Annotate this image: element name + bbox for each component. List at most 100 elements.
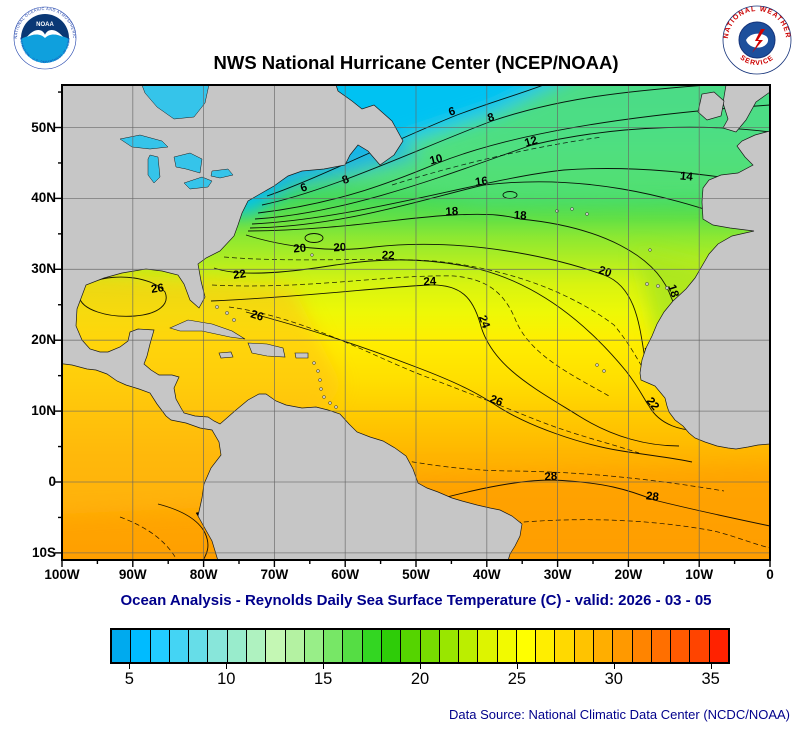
landmass-north-south-america — [62, 85, 523, 560]
lon-label: 80W — [189, 567, 218, 582]
colorbar-segment — [439, 630, 460, 662]
map-caption: Ocean Analysis - Reynolds Daily Sea Surf… — [120, 592, 712, 609]
colorbar-segment — [304, 630, 325, 662]
lon-label: 30W — [543, 567, 572, 582]
colorbar-segment — [131, 630, 151, 662]
colorbar-segment — [401, 630, 421, 662]
colorbar-segment — [632, 630, 652, 662]
colorbar-tick-label: 20 — [410, 670, 430, 688]
noaa-logo-sea — [21, 33, 69, 63]
colorbar — [110, 628, 730, 664]
colorbar-segment — [594, 630, 614, 662]
lat-label: 40N — [31, 190, 56, 206]
contour-label: 24 — [423, 276, 437, 289]
colorbar-tickmark — [323, 664, 325, 669]
colorbar-segment — [381, 630, 402, 662]
colorbar-segment — [208, 630, 228, 662]
colorbar-segment — [574, 630, 595, 662]
colorbar-tick-label: 25 — [507, 670, 527, 688]
contour-label: 16 — [474, 175, 488, 189]
contour-label: 22 — [232, 268, 246, 282]
great-lakes — [119, 85, 234, 190]
colorbar-segment — [150, 630, 170, 662]
lon-label: 70W — [260, 567, 289, 582]
colorbar-segment — [362, 630, 382, 662]
sst-map: 6812108616141818202022201822242626242022… — [55, 84, 771, 567]
landmass-britain — [722, 85, 770, 133]
contour-label: 22 — [381, 250, 394, 263]
contour-label: 6 — [447, 105, 457, 118]
contour-label: 28 — [544, 471, 558, 484]
colorbar-tick-label: 15 — [313, 670, 333, 688]
island-puerto-rico — [294, 352, 309, 359]
landmasses — [62, 85, 770, 560]
colorbar-segment — [536, 630, 556, 662]
colorbar-segment — [324, 630, 344, 662]
contour-label: 20 — [333, 242, 346, 255]
colorbar-segment — [112, 630, 132, 662]
colorbar-segment — [478, 630, 498, 662]
colorbar-segment — [420, 630, 440, 662]
data-source-text: Data Source: National Climatic Data Cent… — [449, 707, 790, 722]
colorbar-tickmark — [226, 664, 228, 669]
colorbar-tickmark — [420, 664, 421, 669]
island-hispaniola — [247, 342, 286, 358]
contour-label: 18 — [665, 283, 681, 299]
contour-label: 12 — [523, 135, 539, 150]
colorbar-segment — [671, 630, 691, 662]
lat-label: 10S — [31, 544, 56, 560]
page-title: NWS National Hurricane Center (NCEP/NOAA… — [213, 52, 619, 73]
map-frame — [61, 84, 771, 561]
contour-label: 10 — [428, 153, 443, 168]
contour-label: 26 — [150, 282, 164, 296]
contour-label: 20 — [293, 242, 307, 255]
colorbar-tick-label: 35 — [701, 670, 720, 688]
nws-lightning-icon — [752, 29, 765, 53]
nws-logo: NATIONAL WEATHER SERVICE — [722, 5, 792, 75]
lon-label: 60W — [331, 567, 360, 582]
contour-label: 8 — [341, 173, 352, 187]
colorbar-tick-label: 5 — [124, 670, 134, 688]
lon-label: 100W — [44, 567, 80, 582]
noaa-bird-icon — [27, 30, 63, 38]
lon-label: 20W — [614, 567, 643, 582]
colorbar-tick-label: 30 — [604, 670, 623, 688]
lat-label: 10N — [31, 403, 56, 419]
colorbar-segment — [459, 630, 479, 662]
lat-label: 20N — [31, 332, 56, 348]
colorbar-tickmark — [129, 664, 131, 669]
landmass-europe-africa — [639, 130, 770, 450]
colorbar-segment — [516, 630, 537, 662]
lon-label: 50W — [402, 567, 430, 582]
colorbar-segment — [246, 630, 267, 662]
contour-label: 6 — [299, 181, 309, 194]
hudson-bay — [141, 85, 210, 120]
lon-label: 0 — [766, 567, 774, 582]
colorbar-segment — [343, 630, 363, 662]
lon-label: 10W — [685, 567, 714, 582]
lat-label: 50N — [31, 119, 56, 135]
contour-label: 18 — [445, 206, 459, 219]
noaa-wordmark: NOAA — [36, 22, 54, 28]
colorbar-segment — [555, 630, 575, 662]
noaa-logo: NATIONAL OCEANIC AND ATMOSPHERIC ADMINIS… — [13, 6, 77, 70]
contour-label: 14 — [679, 170, 694, 183]
contour-label: 24 — [476, 314, 492, 331]
colorbar-tick-label: 10 — [217, 670, 236, 688]
colorbar-segment — [189, 630, 209, 662]
colorbar-tickmark — [516, 664, 518, 669]
contour-label: 26 — [488, 393, 504, 409]
lat-label: 30N — [31, 261, 56, 277]
island-jamaica — [218, 351, 234, 359]
island-cuba — [169, 319, 246, 340]
colorbar-segment — [169, 630, 190, 662]
colorbar-segment — [690, 630, 710, 662]
colorbar-segment — [651, 630, 672, 662]
colorbar-tickmark — [613, 664, 615, 669]
lat-label: 0 — [48, 474, 56, 489]
colorbar-segment — [227, 630, 247, 662]
contour-label: 26 — [249, 308, 265, 323]
colorbar-segment — [266, 630, 286, 662]
contour-label: 20 — [597, 264, 613, 279]
grid-lines — [62, 85, 770, 560]
